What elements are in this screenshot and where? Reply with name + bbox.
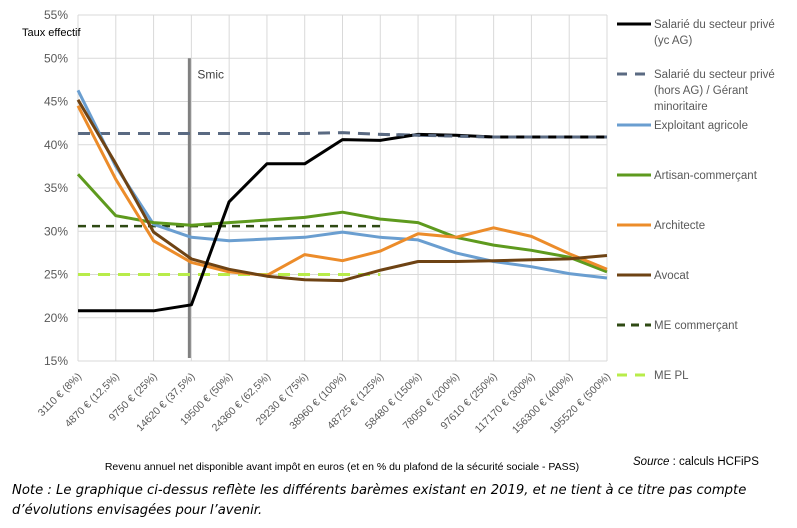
series-lines	[76, 89, 608, 313]
source-label: Source	[633, 456, 669, 468]
x-axis: 3110 € (8%)4870 € (12,5%)9750 € (25%)146…	[36, 371, 613, 436]
y-tick-label: 35%	[44, 181, 68, 195]
y-tick-label: 40%	[44, 138, 68, 152]
legend-label: ME commerçant	[654, 320, 739, 332]
y-tick-label: 55%	[44, 8, 68, 22]
legend: Salarié du secteur privé (yc AG) Salarié d…	[617, 19, 775, 382]
series-line-architecte	[76, 105, 608, 277]
series-line-artisan-commercant	[76, 173, 608, 274]
series-line-overlap-dashes	[380, 132, 607, 139]
x-axis-label: Revenu annuel net disponible avant impôt…	[105, 461, 579, 473]
y-tick-label: 45%	[44, 95, 68, 109]
legend-label: (yc AG)	[654, 35, 693, 47]
legend-label: Exploitant agricole	[654, 120, 748, 132]
legend-label: minoritaire	[654, 101, 708, 113]
grid	[77, 14, 608, 362]
line-chart: 15% 20% 25% 30% 35% 40% 45% 50% 55% 3110 € (8%)4…	[22, 8, 775, 473]
source-note: Source : calculs HCFiPS	[633, 456, 759, 468]
footnote: Note : Le graphique ci-dessus reflète le…	[12, 483, 747, 518]
y-tick-label: 20%	[44, 311, 68, 325]
legend-label: Salarié du secteur privé	[654, 69, 775, 81]
y-tick-label: 25%	[44, 268, 68, 282]
source-text: : calculs HCFiPS	[669, 456, 759, 468]
smic-annotation: Smic	[187, 58, 224, 358]
y-tick-label: 15%	[44, 354, 68, 368]
legend-label: Avocat	[654, 270, 690, 282]
series-line-salarie-du-secteur-prive-yc-ag	[78, 132, 607, 313]
y-tick-label: 50%	[44, 51, 68, 65]
smic-label: Smic	[197, 67, 224, 81]
legend-label: Artisan-commerçant	[654, 170, 758, 182]
y-axis-label: Taux effectif	[22, 27, 81, 39]
series-line-avocat	[76, 99, 608, 283]
legend-label: (hors AG) / Gérant	[654, 85, 749, 97]
series-line-exploitant-agricole	[76, 89, 608, 280]
legend-label: Salarié du secteur privé	[654, 19, 775, 31]
y-tick-label: 30%	[44, 224, 68, 238]
legend-label: Architecte	[654, 220, 705, 232]
y-axis: 15% 20% 25% 30% 35% 40% 45% 50% 55%	[44, 8, 68, 368]
legend-label: ME PL	[654, 370, 689, 382]
